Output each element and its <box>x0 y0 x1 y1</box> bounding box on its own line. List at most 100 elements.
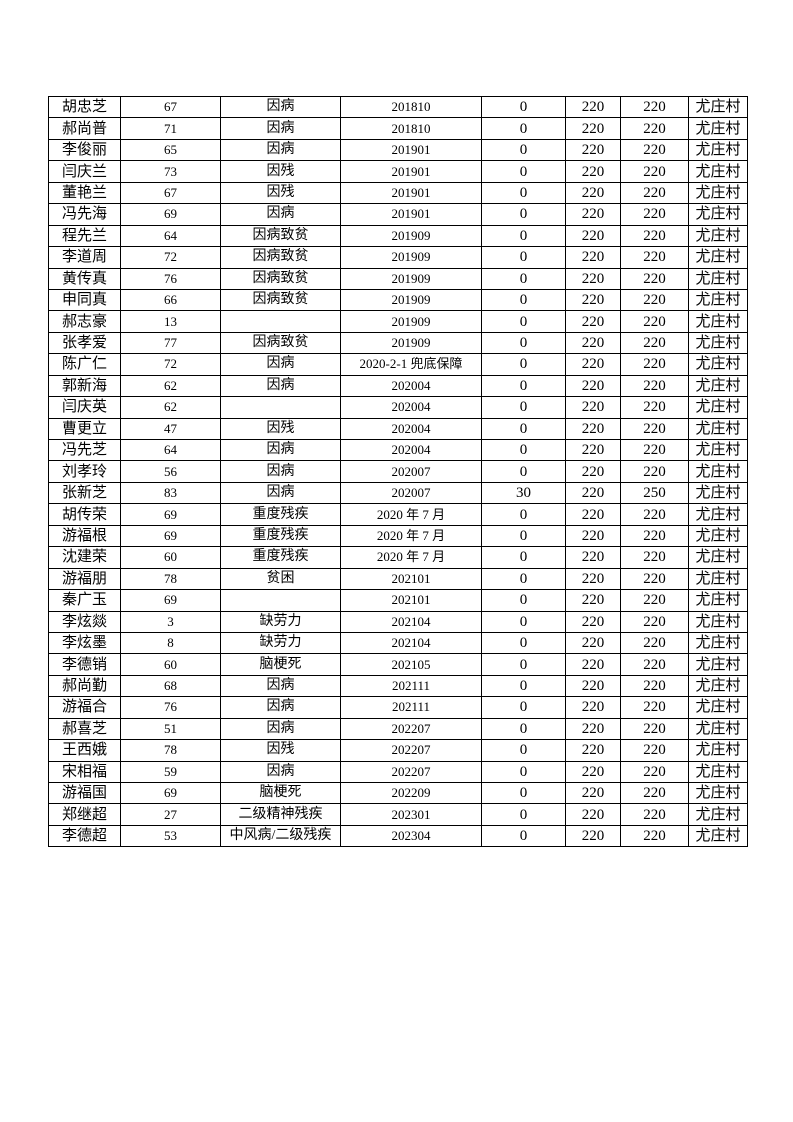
amount-b-cell: 220 <box>565 438 621 462</box>
amount-b-cell: 220 <box>565 331 621 355</box>
total-cell: 220 <box>620 181 689 205</box>
age-cell: 3 <box>120 610 221 633</box>
village-cell: 尤庄村 <box>688 374 748 398</box>
reason-cell: 缺劳力 <box>220 631 341 655</box>
amount-b-cell: 220 <box>565 396 621 419</box>
table-row: 郝志豪 13 201909 0 220 220 尤庄村 <box>48 310 748 333</box>
amount-b-cell: 220 <box>565 760 621 784</box>
total-cell: 220 <box>620 203 689 226</box>
village-cell: 尤庄村 <box>688 117 748 140</box>
village-cell: 尤庄村 <box>688 246 748 269</box>
amount-b-cell: 220 <box>565 567 621 591</box>
name-cell: 陈广仁 <box>48 353 121 376</box>
reason-cell: 因病致贫 <box>220 224 341 248</box>
age-cell: 76 <box>120 267 221 290</box>
start-date-cell: 202207 <box>340 739 482 762</box>
amount-a-cell: 0 <box>481 460 566 483</box>
start-date-cell: 201909 <box>340 288 482 312</box>
village-cell: 尤庄村 <box>688 481 748 505</box>
total-cell: 220 <box>620 138 689 162</box>
total-cell: 220 <box>620 717 689 741</box>
amount-a-cell: 0 <box>481 331 566 355</box>
reason-cell: 因病 <box>220 674 341 698</box>
total-cell: 220 <box>620 631 689 655</box>
name-cell: 董艳兰 <box>48 181 121 205</box>
amount-a-cell: 0 <box>481 160 566 183</box>
amount-b-cell: 220 <box>565 696 621 719</box>
reason-cell: 二级精神残疾 <box>220 803 341 826</box>
village-cell: 尤庄村 <box>688 95 748 119</box>
table-row: 曹更立 47 因残 202004 0 220 220 尤庄村 <box>48 417 748 441</box>
name-cell: 申同真 <box>48 288 121 312</box>
total-cell: 220 <box>620 267 689 290</box>
total-cell: 220 <box>620 460 689 483</box>
total-cell: 220 <box>620 417 689 441</box>
age-cell: 69 <box>120 589 221 612</box>
amount-a-cell: 0 <box>481 653 566 676</box>
name-cell: 游福合 <box>48 696 121 719</box>
name-cell: 游福根 <box>48 524 121 548</box>
table-row: 游福根 69 重度残疾 2020 年 7 月 0 220 220 尤庄村 <box>48 524 748 548</box>
start-date-cell: 202007 <box>340 460 482 483</box>
table-row: 刘孝玲 56 因病 202007 0 220 220 尤庄村 <box>48 460 748 483</box>
total-cell: 220 <box>620 160 689 183</box>
village-cell: 尤庄村 <box>688 717 748 741</box>
amount-b-cell: 220 <box>565 739 621 762</box>
amount-b-cell: 220 <box>565 824 621 848</box>
village-cell: 尤庄村 <box>688 288 748 312</box>
table-row: 胡传荣 69 重度残疾 2020 年 7 月 0 220 220 尤庄村 <box>48 503 748 526</box>
name-cell: 胡忠芝 <box>48 95 121 119</box>
name-cell: 秦广玉 <box>48 589 121 612</box>
name-cell: 李德超 <box>48 824 121 848</box>
village-cell: 尤庄村 <box>688 460 748 483</box>
amount-b-cell: 220 <box>565 310 621 333</box>
table-row: 李俊丽 65 因病 201901 0 220 220 尤庄村 <box>48 138 748 162</box>
total-cell: 220 <box>620 610 689 633</box>
amount-a-cell: 0 <box>481 803 566 826</box>
age-cell: 65 <box>120 138 221 162</box>
village-cell: 尤庄村 <box>688 310 748 333</box>
table-row: 陈广仁 72 因病 2020-2-1 兜底保障 0 220 220 尤庄村 <box>48 353 748 376</box>
amount-b-cell: 220 <box>565 589 621 612</box>
amount-a-cell: 0 <box>481 610 566 633</box>
total-cell: 220 <box>620 696 689 719</box>
amount-b-cell: 220 <box>565 246 621 269</box>
village-cell: 尤庄村 <box>688 803 748 826</box>
start-date-cell: 202304 <box>340 824 482 848</box>
amount-a-cell: 0 <box>481 203 566 226</box>
age-cell: 13 <box>120 310 221 333</box>
amount-a-cell: 0 <box>481 267 566 290</box>
village-cell: 尤庄村 <box>688 739 748 762</box>
total-cell: 220 <box>620 310 689 333</box>
total-cell: 220 <box>620 674 689 698</box>
total-cell: 220 <box>620 739 689 762</box>
village-cell: 尤庄村 <box>688 438 748 462</box>
table-row: 郝尚普 71 因病 201810 0 220 220 尤庄村 <box>48 117 748 140</box>
amount-a-cell: 0 <box>481 181 566 205</box>
table-row: 申同真 66 因病致贫 201909 0 220 220 尤庄村 <box>48 288 748 312</box>
amount-a-cell: 0 <box>481 353 566 376</box>
total-cell: 250 <box>620 481 689 505</box>
table-row: 李炫燚 3 缺劳力 202104 0 220 220 尤庄村 <box>48 610 748 633</box>
amount-b-cell: 220 <box>565 653 621 676</box>
start-date-cell: 202007 <box>340 481 482 505</box>
village-cell: 尤庄村 <box>688 396 748 419</box>
name-cell: 郝志豪 <box>48 310 121 333</box>
beneficiary-table: 胡忠芝 67 因病 201810 0 220 220 尤庄村 郝尚普 71 因病 201810 0 220… <box>48 95 748 848</box>
start-date-cell: 201909 <box>340 310 482 333</box>
table-row: 游福朋 78 贫困 202101 0 220 220 尤庄村 <box>48 567 748 591</box>
total-cell: 220 <box>620 288 689 312</box>
table-row: 李道周 72 因病致贫 201909 0 220 220 尤庄村 <box>48 246 748 269</box>
reason-cell: 因病 <box>220 481 341 505</box>
table-row: 冯先芝 64 因病 202004 0 220 220 尤庄村 <box>48 438 748 462</box>
start-date-cell: 201901 <box>340 138 482 162</box>
reason-cell: 因病致贫 <box>220 288 341 312</box>
reason-cell: 因残 <box>220 417 341 441</box>
reason-cell: 因残 <box>220 739 341 762</box>
table-row: 张孝爱 77 因病致贫 201909 0 220 220 尤庄村 <box>48 331 748 355</box>
name-cell: 冯先海 <box>48 203 121 226</box>
reason-cell <box>220 589 341 612</box>
village-cell: 尤庄村 <box>688 631 748 655</box>
village-cell: 尤庄村 <box>688 138 748 162</box>
total-cell: 220 <box>620 438 689 462</box>
